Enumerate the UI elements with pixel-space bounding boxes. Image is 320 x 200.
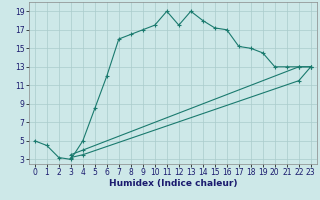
X-axis label: Humidex (Indice chaleur): Humidex (Indice chaleur) xyxy=(108,179,237,188)
